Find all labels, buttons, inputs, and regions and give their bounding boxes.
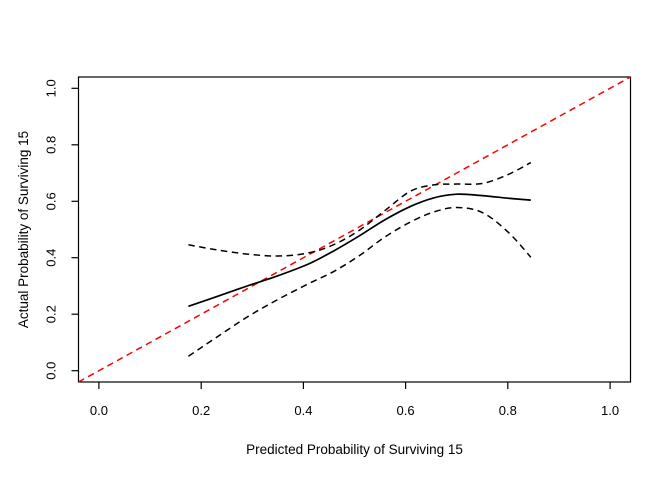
x-tick-label: 0.2 [192, 403, 210, 418]
series-calibration-curve [188, 193, 531, 308]
plot-box [77, 76, 632, 383]
y-tick-label: 1.0 [44, 79, 59, 97]
x-tick-label: 0.8 [499, 403, 517, 418]
y-tick-label: 0.2 [44, 305, 59, 323]
y-tick-label: 0.8 [44, 136, 59, 154]
plot-series [78, 76, 631, 383]
series-ideal-reference-line [78, 76, 631, 383]
x-tick-label: 0.0 [90, 403, 108, 418]
y-tick-label: 0.6 [44, 192, 59, 210]
series-lower-confidence-band [187, 206, 532, 357]
x-tick-label: 0.4 [294, 403, 312, 418]
y-tick-label: 0.4 [44, 249, 59, 267]
x-tick-label: 0.6 [397, 403, 415, 418]
series-upper-confidence-band [188, 161, 532, 257]
x-axis-label: Predicted Probability of Surviving 15 [246, 442, 463, 457]
y-axis-label: Actual Probability of Surviving 15 [16, 131, 31, 328]
x-tick-label: 1.0 [601, 403, 619, 418]
y-tick-label: 0.0 [44, 362, 59, 380]
plot-frame [77, 76, 632, 383]
axis-ticks: 0.0 0.2 0.4 0.6 0.8 1.0 0.0 0.2 0.4 0.6 0.8 1.0 [44, 79, 620, 418]
